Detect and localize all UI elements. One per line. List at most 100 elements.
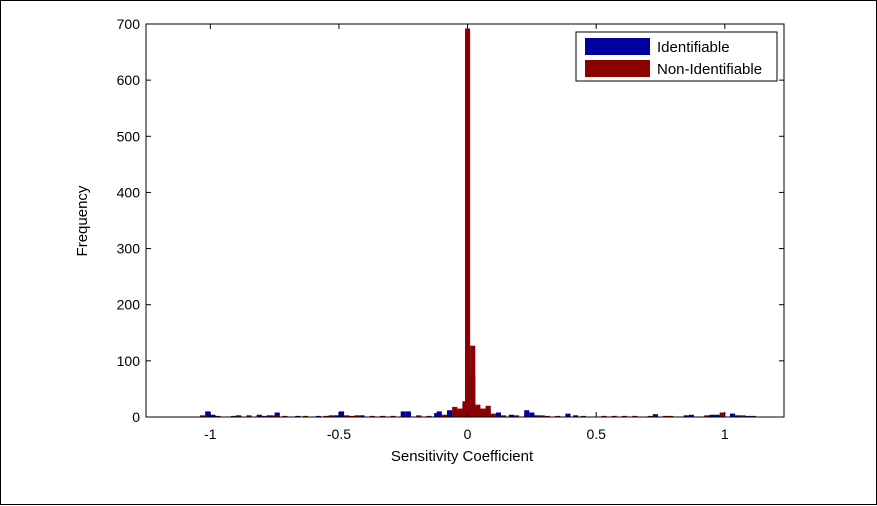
- bar-non-identifiable-35: [611, 415, 617, 417]
- bar-identifiable-15: [446, 410, 453, 417]
- bar-non-identifiable-4: [261, 415, 267, 417]
- bar-non-identifiable-19: [452, 406, 458, 417]
- legend-label-identifiable: Identifiable: [657, 39, 730, 56]
- y-ticks: 0 100 200 300 400 500 600 700: [117, 16, 784, 425]
- y-tick-label-4: 400: [117, 184, 141, 200]
- x-tick-label-1: -0.5: [327, 426, 351, 442]
- bar-non-identifiable-36: [621, 415, 628, 417]
- bar-non-identifiable-29: [513, 415, 520, 417]
- bar-identifiable-8: [333, 415, 339, 417]
- bar-non-identifiable-37: [632, 415, 638, 417]
- bar-non-identifiable-40: [668, 415, 674, 417]
- bar-identifiable-31: [652, 414, 658, 417]
- bar-identifiable-28: [534, 415, 540, 417]
- bar-non-identifiable-17: [426, 415, 432, 417]
- bar-non-identifiable-39: [663, 415, 669, 417]
- y-axis-label: Frequency: [74, 185, 91, 256]
- y-tick-label-6: 600: [117, 72, 141, 88]
- bar-non-identifiable-23: [470, 345, 476, 417]
- y-tick-label-1: 100: [117, 353, 141, 369]
- bar-non-identifiable-31: [544, 415, 550, 417]
- bar-non-identifiable-2: [230, 415, 237, 417]
- bar-identifiable-33: [688, 414, 694, 417]
- bar-non-identifiable-43: [740, 415, 746, 417]
- bar-identifiable-6: [295, 415, 301, 417]
- y-tick-label-0: 0: [132, 409, 140, 425]
- bar-identifiable-10: [359, 415, 365, 417]
- bar-identifiable-30: [573, 415, 579, 417]
- bar-identifiable-29: [565, 413, 571, 417]
- bar-non-identifiable-1: [215, 415, 221, 417]
- bar-non-identifiable-38: [647, 415, 653, 417]
- bar-non-identifiable-0: [200, 415, 206, 417]
- bar-non-identifiable-22: [465, 28, 471, 418]
- bar-non-identifiable-25: [480, 408, 486, 417]
- x-tick-label-4: 1: [721, 426, 729, 442]
- bar-non-identifiable-33: [580, 415, 586, 417]
- bar-non-identifiable-14: [380, 415, 386, 417]
- bar-identifiable-34: [709, 414, 715, 417]
- bar-identifiable-3: [256, 414, 262, 417]
- legend: Identifiable Non-Identifiable: [575, 31, 778, 82]
- bar-identifiable-4: [266, 415, 273, 417]
- bar-identifiable-11: [400, 411, 406, 417]
- x-axis-label: Sensitivity Coefficient: [391, 448, 534, 465]
- bar-identifiable-14: [436, 411, 442, 417]
- legend-label-non-identifiable: Non-Identifiable: [657, 61, 762, 78]
- x-tick-label-3: 0.5: [586, 426, 606, 442]
- y-tick-label-2: 200: [117, 297, 141, 313]
- bar-non-identifiable-6: [282, 415, 288, 417]
- bar-non-identifiable-26: [485, 405, 491, 417]
- bar-non-identifiable-3: [246, 415, 252, 417]
- bar-non-identifiable-18: [441, 414, 447, 417]
- y-tick-label-3: 300: [117, 241, 141, 257]
- bar-identifiable-27: [529, 412, 535, 417]
- bar-non-identifiable-30: [539, 415, 545, 417]
- bar-identifiable-35: [714, 414, 720, 417]
- bar-identifiable-36: [729, 413, 736, 417]
- bar-non-identifiable-7: [302, 415, 309, 417]
- legend-swatch-identifiable: [585, 38, 650, 55]
- bar-non-identifiable-32: [555, 415, 561, 417]
- bar-non-identifiable-10: [344, 415, 350, 417]
- bars-layer: [200, 28, 756, 418]
- bar-non-identifiable-12: [354, 415, 360, 417]
- plot-border: [145, 23, 785, 418]
- bar-identifiable-12: [405, 411, 411, 417]
- bar-non-identifiable-34: [601, 415, 607, 417]
- bar-non-identifiable-44: [750, 415, 756, 417]
- y-tick-label-7: 700: [117, 16, 141, 32]
- bar-identifiable-1: [210, 414, 216, 417]
- x-tick-label-2: 0: [464, 426, 472, 442]
- bar-identifiable-24: [495, 412, 502, 417]
- bar-non-identifiable-27: [490, 413, 496, 417]
- bar-non-identifiable-8: [323, 415, 329, 417]
- bar-non-identifiable-20: [457, 408, 463, 417]
- bar-identifiable-32: [683, 415, 689, 417]
- bar-non-identifiable-16: [416, 415, 422, 417]
- bar-non-identifiable-41: [704, 415, 710, 417]
- y-tick-label-5: 500: [117, 128, 141, 144]
- bar-non-identifiable-24: [475, 404, 481, 417]
- x-ticks: -1 -0.5 0 0.5 1: [204, 24, 729, 442]
- bar-non-identifiable-15: [390, 415, 396, 417]
- bar-identifiable-2: [236, 415, 242, 417]
- bar-identifiable-7: [315, 415, 321, 417]
- bar-non-identifiable-28: [501, 415, 507, 417]
- bar-identifiable-38: [745, 415, 751, 417]
- bar-non-identifiable-13: [369, 415, 375, 417]
- legend-swatch-non-identifiable: [585, 60, 650, 77]
- bar-identifiable-25: [508, 414, 514, 417]
- x-tick-label-0: -1: [204, 426, 217, 442]
- bar-identifiable-26: [524, 410, 530, 417]
- bar-non-identifiable-42: [719, 412, 725, 417]
- bar-identifiable-37: [735, 415, 741, 417]
- bar-identifiable-9: [338, 411, 345, 417]
- bar-identifiable-0: [205, 411, 211, 417]
- bar-identifiable-5: [274, 412, 280, 417]
- bar-non-identifiable-9: [328, 415, 334, 417]
- bar-non-identifiable-11: [349, 415, 355, 417]
- bar-non-identifiable-5: [272, 415, 278, 417]
